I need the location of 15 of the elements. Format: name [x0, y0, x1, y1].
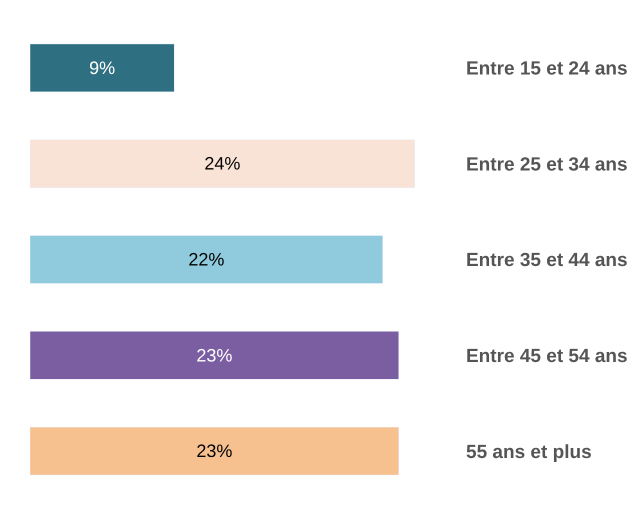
bar [30, 44, 175, 92]
data-label: 23% [196, 441, 232, 462]
data-label: 23% [196, 345, 232, 366]
data-label: 22% [188, 250, 224, 270]
data-label: 9% [89, 58, 116, 78]
bar [30, 235, 383, 284]
y-tick-label: Entre 15 et 24 ans [466, 58, 628, 80]
bar [30, 331, 399, 380]
y-tick-label: 55 ans et plus [466, 442, 592, 463]
bar [30, 140, 415, 188]
y-tick-label: Entre 35 et 44 ans [466, 250, 628, 272]
bar [30, 426, 399, 476]
data-label: 24% [204, 154, 240, 174]
y-tick-label: Entre 45 et 54 ans [466, 346, 628, 367]
y-tick-label: Entre 25 et 34 ans [466, 154, 628, 176]
